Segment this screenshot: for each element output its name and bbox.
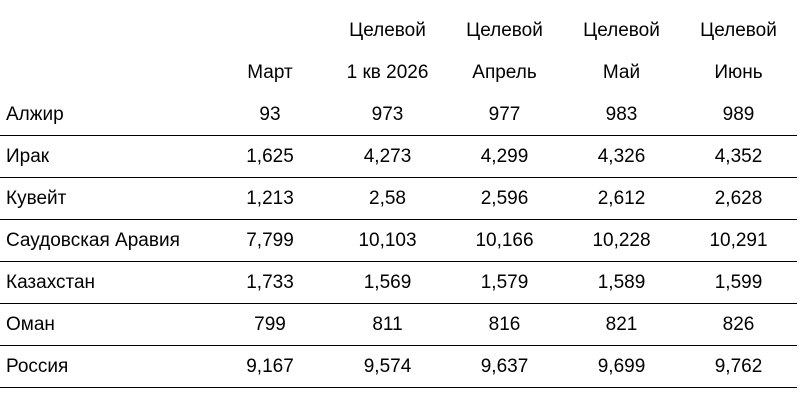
header-cell-empty (0, 52, 211, 94)
value-cell: 816 (446, 303, 563, 346)
header-row-top: Целевой Целевой Целевой Целевой (0, 10, 797, 52)
value-cell: 1,589 (563, 261, 680, 304)
table-header: Целевой Целевой Целевой Целевой Март 1 к… (0, 10, 797, 94)
value-cell: 4,352 (680, 135, 797, 178)
table-row: Оман 799 811 816 821 826 (0, 303, 797, 346)
country-name-cell: Кувейт (0, 177, 211, 220)
value-cell: 989 (680, 94, 797, 136)
header-cell-empty (211, 10, 329, 52)
value-cell: 2,612 (563, 177, 680, 220)
table-row: Алжир 93 973 977 983 989 (0, 94, 797, 136)
country-name-cell: Казахстан (0, 261, 211, 304)
header-cell-period: Июнь (714, 62, 763, 83)
value-cell: 1,733 (211, 261, 329, 304)
header-cell-period: Апрель (472, 62, 537, 83)
header-cell-target: Целевой (466, 20, 543, 41)
value-cell: 4,326 (563, 135, 680, 178)
quota-table: Целевой Целевой Целевой Целевой Март 1 к… (0, 10, 797, 388)
value-cell: 9,699 (563, 345, 680, 388)
value-cell: 977 (446, 94, 563, 136)
header-row-bottom: Март 1 кв 2026 Апрель Май Июнь (0, 52, 797, 94)
value-cell: 9,637 (446, 345, 563, 388)
value-cell: 2,628 (680, 177, 797, 220)
header-cell-target: Целевой (700, 20, 777, 41)
header-cell-target: Целевой (583, 20, 660, 41)
value-cell: 7,799 (211, 219, 329, 262)
country-name-cell: Россия (0, 345, 211, 388)
header-cell-period: Май (602, 62, 641, 83)
table-row: Россия 9,167 9,574 9,637 9,699 9,762 (0, 345, 797, 388)
value-cell: 10,166 (446, 219, 563, 262)
header-cell-period: 1 кв 2026 (346, 62, 429, 83)
value-cell: 1,625 (211, 135, 329, 178)
value-cell: 1,569 (329, 261, 446, 304)
value-cell: 9,167 (211, 345, 329, 388)
value-cell: 1,579 (446, 261, 563, 304)
value-cell: 811 (329, 303, 446, 346)
country-name-cell: Алжир (0, 94, 211, 136)
value-cell: 10,103 (329, 219, 446, 262)
table-row: Казахстан 1,733 1,569 1,579 1,589 1,599 (0, 261, 797, 304)
value-cell: 2,58 (329, 177, 446, 220)
header-cell-period: Март (247, 62, 293, 83)
value-cell: 1,213 (211, 177, 329, 220)
value-cell: 1,599 (680, 261, 797, 304)
value-cell: 821 (563, 303, 680, 346)
country-name-cell: Оман (0, 303, 211, 346)
table-row: Ирак 1,625 4,273 4,299 4,326 4,352 (0, 135, 797, 178)
header-cell-target: Целевой (349, 20, 426, 41)
value-cell: 799 (211, 303, 329, 346)
header-cell-empty (0, 10, 211, 52)
value-cell: 4,299 (446, 135, 563, 178)
table-row: Саудовская Аравия 7,799 10,103 10,166 10,228… (0, 219, 797, 262)
value-cell: 973 (329, 94, 446, 136)
country-name-cell: Саудовская Аравия (0, 219, 211, 262)
value-cell: 93 (211, 94, 329, 136)
value-cell: 10,291 (680, 219, 797, 262)
value-cell: 9,574 (329, 345, 446, 388)
value-cell: 10,228 (563, 219, 680, 262)
value-cell: 983 (563, 94, 680, 136)
table-body: Алжир 93 973 977 983 989 Ирак 1,625 4,273 4,299 4,… (0, 94, 797, 388)
country-name-cell: Ирак (0, 135, 211, 178)
value-cell: 2,596 (446, 177, 563, 220)
value-cell: 9,762 (680, 345, 797, 388)
value-cell: 826 (680, 303, 797, 346)
value-cell: 4,273 (329, 135, 446, 178)
table-row: Кувейт 1,213 2,58 2,596 2,612 2,628 (0, 177, 797, 220)
